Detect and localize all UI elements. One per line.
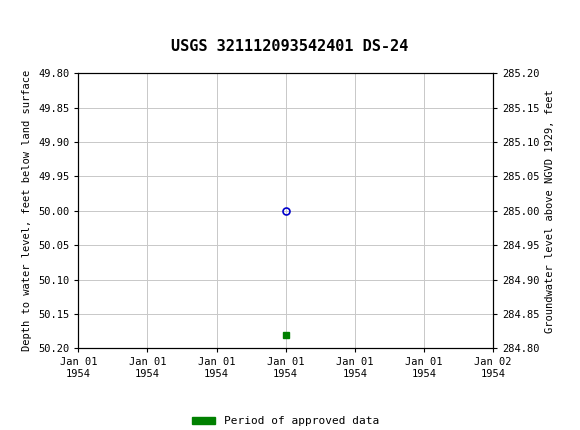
Text: USGS: USGS xyxy=(9,9,56,24)
Y-axis label: Groundwater level above NGVD 1929, feet: Groundwater level above NGVD 1929, feet xyxy=(545,89,555,332)
Y-axis label: Depth to water level, feet below land surface: Depth to water level, feet below land su… xyxy=(23,70,32,351)
Text: ≈: ≈ xyxy=(3,6,18,25)
Text: USGS 321112093542401 DS-24: USGS 321112093542401 DS-24 xyxy=(171,39,409,54)
Legend: Period of approved data: Period of approved data xyxy=(188,412,383,430)
